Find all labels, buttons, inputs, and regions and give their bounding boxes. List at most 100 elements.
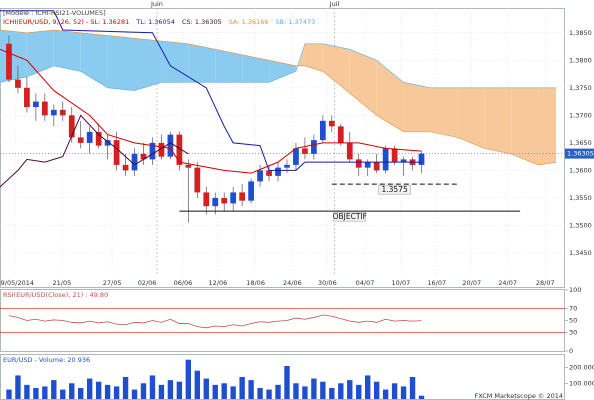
x-tick-label: 30/06 — [318, 279, 337, 287]
candle-body — [77, 137, 84, 143]
x-tick-label: 24/06 — [283, 279, 302, 287]
indicator-line — [0, 114, 189, 188]
cloud-segment — [538, 87, 557, 165]
candle-body — [293, 148, 299, 165]
volume-bar — [167, 380, 174, 399]
candle-body — [176, 134, 183, 165]
volume-bar — [86, 378, 93, 399]
y-tick-label: 70 — [569, 304, 577, 312]
volume-bar — [356, 384, 362, 399]
volume-bar — [185, 359, 192, 399]
volume-bar — [311, 378, 317, 399]
annotation-box — [378, 184, 411, 195]
candle-body — [122, 164, 129, 171]
cloud-segment — [457, 87, 485, 149]
y-tick-label: 100 — [569, 286, 581, 294]
y-tick-label: 1,3750 — [569, 84, 592, 92]
volume-bar — [365, 375, 371, 399]
candle-body — [212, 197, 219, 207]
cloud-segment — [511, 87, 539, 165]
chart-title: [Modèle : ICHI-RSI21-VOLUMES] — [3, 9, 106, 17]
candle-body — [6, 43, 12, 80]
candle-body — [104, 140, 111, 146]
volume-bar — [6, 389, 12, 399]
volume-bar — [302, 386, 308, 399]
last-price-label: 1.36305 — [567, 150, 594, 158]
cloud-segment — [484, 87, 512, 154]
y-tick-label: 1,3850 — [569, 29, 592, 37]
candle-body — [239, 192, 246, 201]
cloud-segment — [161, 41, 189, 83]
y-tick-label: 1,3800 — [569, 56, 592, 64]
y-tick-label: 1,3550 — [569, 194, 592, 202]
indicator-line — [0, 48, 422, 174]
cloud-segment — [430, 87, 458, 138]
cloud-segment — [53, 30, 81, 72]
candle-body — [59, 109, 66, 116]
volume-bar — [248, 380, 254, 399]
legend-entry: SA: 1.36166 — [229, 18, 269, 26]
volume-bar — [176, 381, 183, 399]
cloud-segment — [242, 54, 270, 83]
cloud-segment — [134, 38, 162, 91]
volume-bar — [230, 386, 236, 399]
volume-bar — [78, 388, 84, 399]
candle-body — [248, 181, 254, 201]
volume-bar — [42, 386, 48, 399]
legend-entry: CS: 1.36305 — [182, 18, 222, 26]
candle-body — [33, 101, 39, 108]
volume-bar — [122, 377, 129, 399]
volume-bar — [400, 386, 407, 399]
volume-bar — [373, 381, 380, 399]
candle-body — [221, 197, 228, 204]
volume-bar — [293, 383, 299, 399]
rsi-line — [8, 314, 422, 329]
volume-bar — [104, 384, 111, 399]
y-tick-label: 1,3650 — [569, 139, 592, 147]
cloud-segment — [322, 43, 350, 94]
volume-bar — [221, 383, 227, 399]
cloud-segment — [80, 32, 108, 88]
volume-bar — [15, 375, 21, 399]
candle-body — [113, 140, 120, 165]
volume-bar — [95, 381, 102, 399]
volume-bar — [60, 389, 66, 399]
last-price-tag — [565, 148, 594, 159]
volume-bar — [158, 384, 165, 399]
cloud-segment — [304, 43, 323, 72]
x-tick-label: 24/07 — [498, 279, 517, 287]
volume-bar — [418, 395, 425, 399]
candle-body — [337, 126, 344, 143]
candle-body — [275, 167, 281, 176]
volume-bar — [338, 383, 344, 399]
volume-bar — [194, 370, 200, 399]
candle-body — [140, 153, 147, 160]
candle-body — [302, 148, 308, 154]
y-tick-label: 50 — [569, 317, 577, 325]
indicator-line — [0, 10, 422, 171]
x-tick-label: 20/07 — [462, 279, 481, 287]
annotation-box — [333, 211, 367, 222]
candle-body — [158, 142, 165, 157]
x-tick-label: 02/06 — [138, 279, 157, 287]
candle-body — [391, 148, 398, 163]
volume-bar — [33, 388, 39, 399]
x-tick-label: 04/07 — [356, 279, 375, 287]
volume-bar — [51, 380, 57, 399]
volume-bar — [409, 377, 416, 399]
volume-bar — [212, 384, 218, 399]
candle-body — [328, 120, 335, 127]
candle-body — [311, 140, 317, 154]
month-label: Juin — [150, 0, 163, 8]
candle-body — [149, 142, 156, 160]
candle-body — [194, 167, 201, 193]
candle-body — [50, 109, 57, 116]
volume-bar — [329, 388, 335, 399]
volume-bar — [140, 383, 147, 399]
y-tick-label: 1,3500 — [569, 221, 592, 229]
cloud-segment — [188, 43, 216, 83]
candle-body — [266, 170, 272, 176]
x-tick-label: 27/05 — [103, 279, 122, 287]
x-tick-label: 18/06 — [246, 279, 265, 287]
rsi-panel-frame — [0, 289, 565, 352]
